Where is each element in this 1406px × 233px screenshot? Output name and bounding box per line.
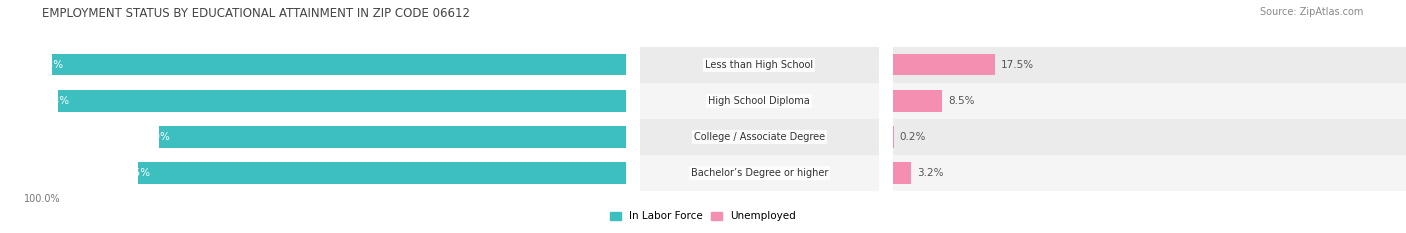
Text: High School Diploma: High School Diploma [709, 96, 810, 106]
Bar [640, 119, 879, 155]
Text: 3.2%: 3.2% [917, 168, 943, 178]
Bar [138, 162, 626, 184]
Bar [626, 155, 1209, 191]
Bar [893, 83, 1406, 119]
Bar [893, 54, 995, 75]
Bar [640, 83, 879, 119]
Bar [626, 47, 1209, 83]
Bar [893, 155, 1406, 191]
Text: 97.3%: 97.3% [37, 96, 70, 106]
Bar [893, 119, 1406, 155]
Text: 98.3%: 98.3% [31, 60, 63, 70]
Text: 17.5%: 17.5% [1001, 60, 1033, 70]
Text: 8.5%: 8.5% [948, 96, 974, 106]
Text: College / Associate Degree: College / Associate Degree [693, 132, 825, 142]
Bar [159, 126, 626, 148]
Bar [626, 83, 1209, 119]
Bar [640, 47, 879, 83]
Text: EMPLOYMENT STATUS BY EDUCATIONAL ATTAINMENT IN ZIP CODE 06612: EMPLOYMENT STATUS BY EDUCATIONAL ATTAINM… [42, 7, 470, 20]
Text: 80.0%: 80.0% [138, 132, 170, 142]
Text: 0.2%: 0.2% [900, 132, 927, 142]
Legend: In Labor Force, Unemployed: In Labor Force, Unemployed [606, 207, 800, 226]
Text: 83.5%: 83.5% [117, 168, 150, 178]
Bar [893, 90, 942, 112]
Bar [893, 162, 911, 184]
Bar [626, 119, 1209, 155]
Text: Less than High School: Less than High School [706, 60, 813, 70]
Bar [640, 155, 879, 191]
Text: Bachelor’s Degree or higher: Bachelor’s Degree or higher [690, 168, 828, 178]
Bar [58, 90, 626, 112]
Bar [52, 54, 626, 75]
Text: Source: ZipAtlas.com: Source: ZipAtlas.com [1260, 7, 1364, 17]
Bar [893, 47, 1406, 83]
